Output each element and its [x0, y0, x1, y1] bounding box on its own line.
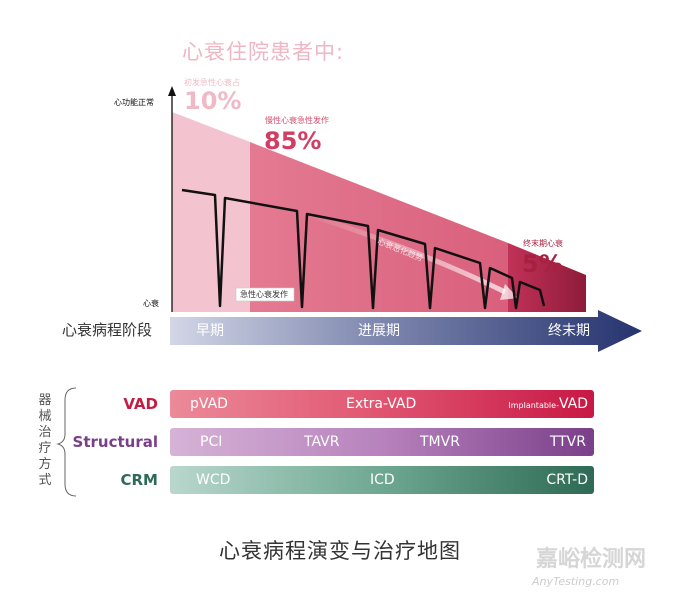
row-label-crm: CRM	[120, 471, 159, 489]
watermark-en: AnyTesting.com	[532, 575, 620, 588]
band-vad-item: pVAD	[190, 396, 228, 412]
row-label-vad: VAD	[123, 395, 158, 413]
therapy-brace	[56, 387, 77, 497]
band-structural-item: TTVR	[549, 434, 586, 450]
episode-label: 急性心衰发作	[240, 290, 288, 299]
end-subtitle: 终末期心衰	[523, 239, 563, 248]
early-percent: 10%	[184, 87, 242, 115]
band-crm-item: CRT-D	[546, 472, 588, 488]
stage-early-label: 早期	[196, 323, 224, 339]
stage-early-area	[172, 112, 250, 312]
row-label-structural: Structural	[72, 433, 158, 451]
stages-title: 心衰病程阶段	[62, 321, 153, 339]
chronic-percent: 85%	[264, 127, 322, 155]
stage-arrow-bar	[170, 310, 642, 352]
band-crm: WCD ICD CRT-D	[170, 466, 594, 494]
end-percent: 5%	[522, 250, 563, 278]
stage-progress-area	[250, 142, 508, 312]
inpatient-title: 心衰住院患者中:	[182, 40, 345, 64]
episode-label-box	[235, 287, 295, 302]
band-vad-item-prefix: Implantable-	[508, 401, 559, 410]
stage-progress-label: 进展期	[358, 323, 400, 339]
y-axis-arrow	[168, 86, 176, 96]
band-vad: pVAD Extra-VAD Implantable-VAD	[170, 390, 594, 418]
therapy-vertical-label: 器械治疗方式	[38, 393, 52, 488]
y-axis-top-label: 心功能正常	[114, 98, 154, 107]
heart-function-line	[181, 188, 546, 310]
band-structural-item: TMVR	[420, 434, 460, 450]
stage-end-label: 终末期	[548, 323, 590, 339]
band-structural-item: PCI	[200, 434, 223, 450]
y-axis-bottom-label: 心衰	[143, 299, 159, 308]
band-vad-item: Extra-VAD	[346, 396, 417, 412]
band-vad-item: VAD	[558, 396, 588, 412]
watermark-cn: 嘉峪检测网	[536, 547, 647, 572]
band-structural-item: TAVR	[304, 434, 340, 450]
stage-end-area	[508, 243, 586, 312]
band-structural: PCI TAVR TMVR TTVR	[170, 428, 594, 456]
early-subtitle: 初发急性心衰占	[184, 78, 240, 87]
band-crm-item: ICD	[370, 472, 395, 488]
chronic-subtitle: 慢性心衰急性发作	[265, 116, 329, 125]
diagram-title: 心衰病程演变与治疗地图	[219, 539, 461, 563]
band-crm-item: WCD	[196, 472, 231, 488]
trend-arrow	[299, 209, 507, 295]
